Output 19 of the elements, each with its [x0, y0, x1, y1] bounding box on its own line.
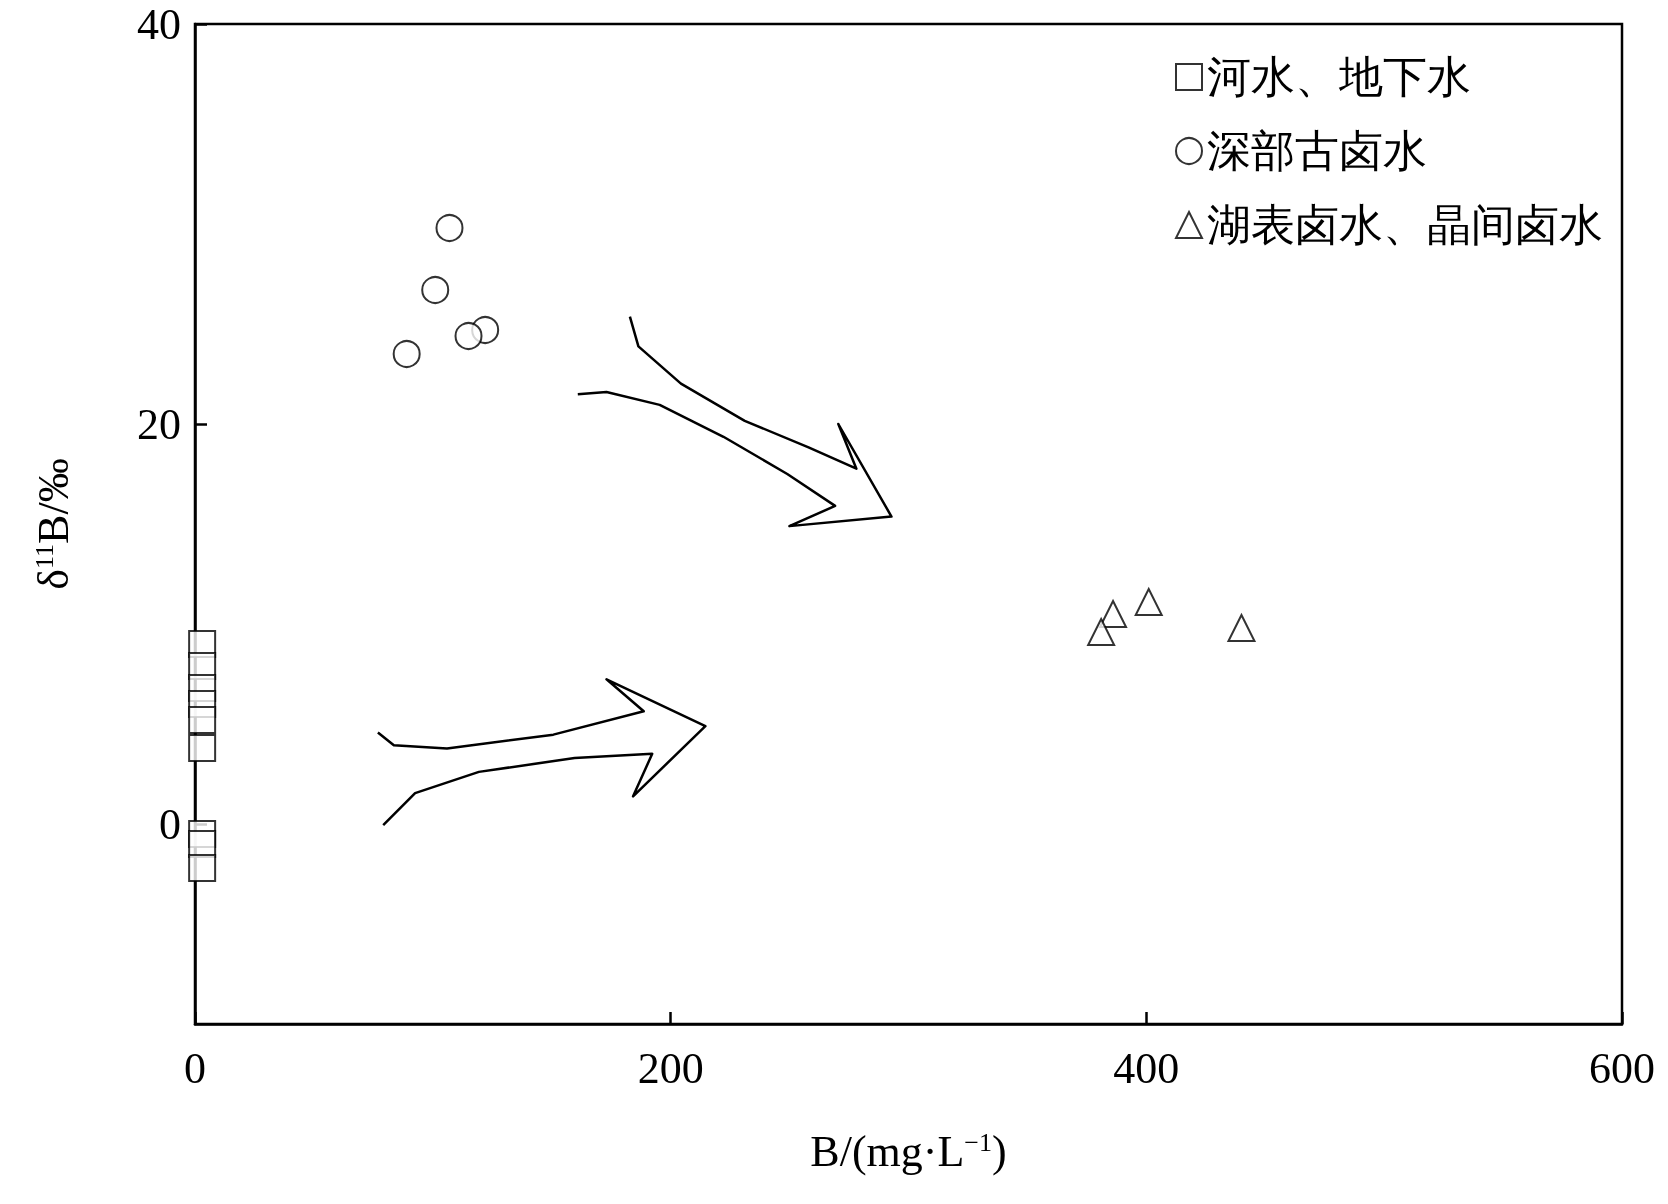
point — [392, 340, 421, 368]
point — [421, 276, 450, 304]
point — [188, 706, 217, 734]
point — [188, 734, 217, 762]
x-tick-label: 200 — [637, 1043, 704, 1093]
y-axis-title: δ11B/‰ — [28, 458, 78, 590]
point — [188, 854, 217, 882]
point — [454, 322, 483, 350]
point — [1087, 618, 1116, 646]
x-tick-label: 600 — [1589, 1043, 1655, 1093]
y-tick-label: 0 — [159, 799, 181, 849]
point — [435, 214, 464, 242]
y-tick-label: 40 — [137, 0, 181, 49]
x-tick-label: 400 — [1113, 1043, 1180, 1093]
legend-label: 深部古卤水 — [1207, 126, 1427, 176]
legend-label: 湖表卤水、晶间卤水 — [1207, 200, 1603, 250]
y-tick-label: 20 — [137, 399, 181, 449]
point — [1134, 588, 1163, 616]
legend-label: 河水、地下水 — [1207, 52, 1471, 102]
